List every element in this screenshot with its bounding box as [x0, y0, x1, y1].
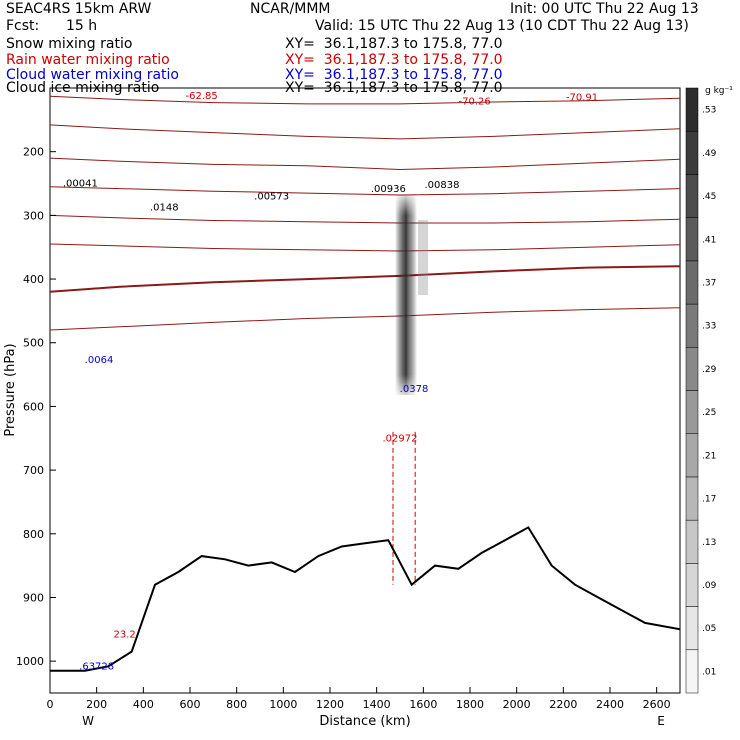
- x-tick-label: 2200: [549, 698, 577, 711]
- maximum-label: .00573: [254, 191, 289, 202]
- y-tick-label: 600: [23, 400, 44, 413]
- y-tick-label: 700: [23, 464, 44, 477]
- colorbar-label: .53: [702, 106, 716, 116]
- maximum-label: .00041: [63, 179, 98, 190]
- fcst-label: Fcst:: [6, 18, 40, 34]
- colorbar-label: .25: [702, 408, 716, 418]
- field-xy-cloud-water: XY= 36.1,187.3 to 175.8, 77.0: [285, 67, 503, 83]
- colorbar-segment: [685, 606, 699, 651]
- temperature-contour: [50, 95, 680, 105]
- maximum-label: .0378: [400, 384, 429, 395]
- organization: NCAR/MMM: [250, 1, 331, 17]
- x-tick-label: 2600: [643, 698, 671, 711]
- maximum-label: -70.91: [566, 93, 598, 104]
- valid-time: Valid: 15 UTC Thu 22 Aug 13 (10 CDT Thu …: [315, 18, 689, 34]
- x-tick-label: 800: [226, 698, 247, 711]
- y-tick-label: 900: [23, 591, 44, 604]
- temperature-contour: [50, 124, 680, 140]
- x-tick-label: 600: [180, 698, 201, 711]
- colorbar-label: .09: [702, 581, 717, 591]
- field-name-cloud-water: Cloud water mixing ratio: [6, 67, 179, 83]
- y-tick-label: 400: [23, 273, 44, 286]
- maximum-label: -62.85: [186, 91, 218, 102]
- colorbar-label: .33: [702, 322, 716, 332]
- temperature-contour: [50, 186, 680, 196]
- colorbar-segment: [685, 87, 699, 132]
- colorbar-segment: [685, 390, 699, 434]
- east-endpoint: E: [657, 714, 665, 728]
- colorbar-segment: [685, 260, 699, 305]
- temperature-contour: [50, 307, 680, 331]
- colorbar: .01 .05 .09 .13 .17 .21 .25 .29 .33 .37 .41 .45 .49.…: [685, 87, 717, 694]
- y-tick-label: 200: [23, 146, 44, 159]
- y-axis-label: Pressure (hPa): [3, 343, 18, 436]
- colorbar-segment: [685, 217, 699, 262]
- colorbar-segment: [685, 303, 699, 348]
- colorbar-segment: [685, 130, 699, 175]
- colorbar-segment: [685, 519, 699, 564]
- colorbar-segment: [685, 649, 699, 694]
- x-tick-label: 2000: [503, 698, 531, 711]
- colorbar-label: .01: [702, 667, 716, 677]
- colorbar-segment: [685, 433, 699, 478]
- x-tick-label: 200: [86, 698, 107, 711]
- snow-mixing-ratio-plume: [395, 195, 428, 395]
- maximum-label: .00936: [371, 184, 406, 195]
- temperature-contour: [50, 243, 680, 252]
- colorbar-label: .45: [702, 192, 716, 202]
- temperature-contour: [50, 75, 680, 83]
- x-tick-label: 1600: [409, 698, 437, 711]
- colorbar-label: .05: [702, 624, 716, 634]
- y-tick-label: 300: [23, 209, 44, 222]
- colorbar-segment: [685, 476, 699, 521]
- colorbar-label: .41: [702, 235, 716, 245]
- west-endpoint: W: [82, 714, 94, 728]
- x-tick-label: 1800: [456, 698, 484, 711]
- plot-frame: [49, 87, 681, 694]
- colorbar-label: .37: [702, 278, 716, 288]
- field-name-rain: Rain water mixing ratio: [6, 52, 170, 68]
- model-name: SEAC4RS 15km ARW: [6, 1, 152, 17]
- x-tick-label: 1400: [363, 698, 391, 711]
- y-tick-label: 500: [23, 337, 44, 350]
- colorbar-label: .29: [702, 365, 717, 375]
- colorbar-segment: [685, 347, 699, 391]
- fcst-value: 15 h: [66, 18, 98, 34]
- maximum-label: .63728: [79, 661, 114, 672]
- temperature-contour: [50, 214, 680, 224]
- colorbar-unit: g kg⁻¹: [705, 86, 733, 96]
- maximum-label: .00838: [425, 180, 460, 191]
- x-axis-label: Distance (km): [319, 714, 410, 729]
- x-tick-label: 400: [133, 698, 154, 711]
- maximum-label: .02972: [383, 433, 418, 444]
- colorbar-label: .21: [702, 451, 716, 461]
- x-tick-label: 2400: [596, 698, 624, 711]
- field-xy-snow: XY= 36.1,187.3 to 175.8, 77.0: [285, 36, 503, 52]
- maximum-label: 23.2: [114, 630, 136, 641]
- colorbar-segment: [685, 563, 699, 607]
- terrain-line: [50, 526, 680, 672]
- x-tick-label: 1200: [316, 698, 344, 711]
- maximum-label: .0064: [85, 355, 114, 366]
- colorbar-segment: [685, 174, 699, 218]
- field-name-snow: Snow mixing ratio: [6, 36, 133, 52]
- temperature-contour: [50, 265, 680, 293]
- colorbar-label: .49: [702, 149, 717, 159]
- maximum-label: -70.26: [459, 97, 491, 108]
- colorbar-label: .13: [702, 538, 716, 548]
- y-tick-label: 800: [23, 528, 44, 541]
- field-xy-rain: XY= 36.1,187.3 to 175.8, 77.0: [285, 52, 503, 68]
- init-time: Init: 00 UTC Thu 22 Aug 13: [510, 1, 699, 17]
- y-tick-label: 1000: [16, 655, 44, 668]
- maximum-label: .0148: [150, 202, 179, 213]
- temperature-contour: [50, 157, 680, 171]
- x-tick-label: 0: [47, 698, 54, 711]
- colorbar-label: .17: [702, 495, 716, 505]
- x-tick-label: 1000: [269, 698, 297, 711]
